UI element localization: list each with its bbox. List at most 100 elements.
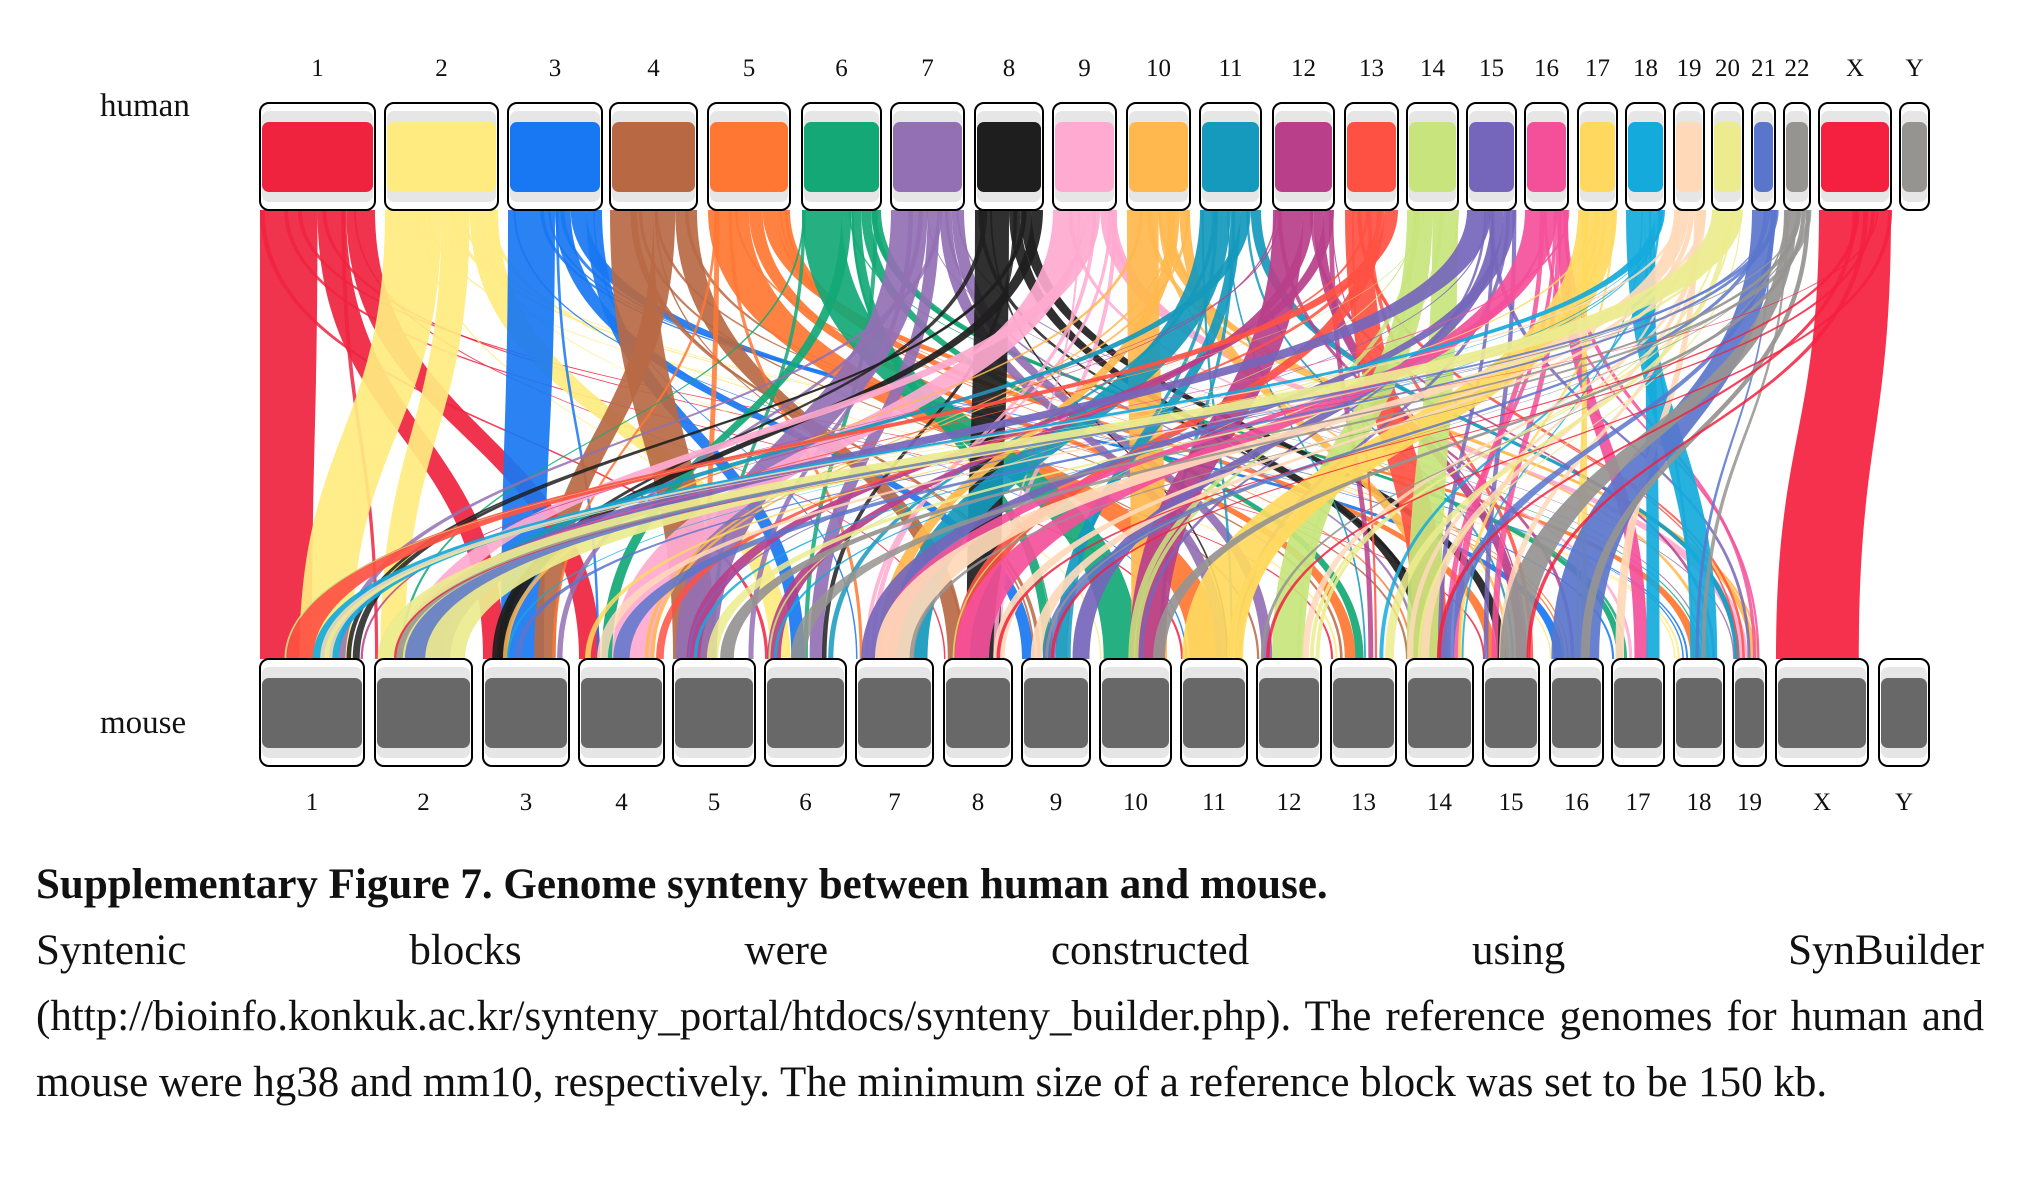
chromosome-5: 5 bbox=[672, 658, 756, 816]
chromosome-fill bbox=[1129, 122, 1188, 192]
chromosome-label: 18 bbox=[1687, 789, 1712, 816]
chromosome-label: 14 bbox=[1427, 789, 1453, 816]
chromosome-label: 10 bbox=[1146, 55, 1171, 82]
synteny-ribbon bbox=[534, 210, 676, 659]
synteny-ribbon bbox=[1182, 210, 1617, 659]
human-genome-label: human bbox=[100, 88, 190, 124]
chromosome-label: 15 bbox=[1479, 55, 1504, 82]
chromosome-17: 17 bbox=[1577, 55, 1618, 211]
chromosome-fill bbox=[1614, 678, 1662, 748]
chromosome-fill bbox=[1881, 678, 1927, 748]
synteny-ribbon bbox=[1139, 210, 1487, 659]
synteny-ribbon bbox=[552, 210, 718, 659]
synteny-ribbon bbox=[597, 210, 1707, 659]
synteny-ribbon bbox=[909, 210, 1801, 659]
synteny-ribbon bbox=[650, 210, 1190, 659]
synteny-ribbon bbox=[1045, 210, 1791, 659]
chromosome-6: 6 bbox=[764, 658, 847, 816]
chromosome-X: X bbox=[1775, 658, 1869, 816]
synteny-ribbon bbox=[990, 210, 1229, 659]
chromosome-label: 10 bbox=[1123, 789, 1148, 816]
synteny-ribbon bbox=[748, 210, 913, 659]
chromosome-10: 10 bbox=[1099, 658, 1172, 816]
chromosome-fill bbox=[1409, 122, 1456, 192]
chromosome-fill bbox=[858, 678, 931, 748]
chromosome-fill bbox=[1333, 678, 1394, 748]
chromosome-fill bbox=[1469, 122, 1514, 192]
chromosome-12: 12 bbox=[1256, 658, 1322, 816]
chromosome-8: 8 bbox=[974, 55, 1044, 211]
synteny-ribbon bbox=[644, 210, 1176, 659]
chromosome-label: 1 bbox=[306, 789, 319, 816]
chromosome-fill bbox=[387, 122, 496, 192]
synteny-ribbon bbox=[1453, 210, 1545, 659]
chromosome-fill bbox=[1347, 122, 1396, 192]
chromosome-fill bbox=[1102, 678, 1169, 748]
synteny-ribbon bbox=[489, 210, 1338, 659]
chromosome-1: 1 bbox=[259, 55, 376, 211]
synteny-ribbon bbox=[945, 210, 1418, 659]
synteny-ribbon bbox=[469, 210, 791, 659]
chromosome-label: 15 bbox=[1499, 789, 1524, 816]
synteny-ribbon bbox=[1488, 210, 1751, 659]
synteny-ribbon bbox=[767, 210, 1314, 659]
chromosome-fill bbox=[612, 122, 695, 192]
chromosome-fill bbox=[262, 678, 362, 748]
chromosome-label: 12 bbox=[1291, 55, 1316, 82]
chromosome-19: 19 bbox=[1673, 55, 1705, 211]
synteny-ribbon bbox=[1153, 210, 1806, 659]
synteny-ribbon bbox=[1309, 210, 1716, 659]
synteny-ribbon bbox=[1315, 210, 1722, 659]
chromosome-9: 9 bbox=[1052, 55, 1117, 211]
synteny-ribbon bbox=[555, 210, 600, 659]
synteny-ribbon bbox=[1272, 210, 1433, 659]
chromosome-7: 7 bbox=[890, 55, 965, 211]
chromosome-fill bbox=[977, 122, 1041, 192]
chromosome-fill bbox=[804, 122, 879, 192]
chromosome-fill bbox=[893, 122, 962, 192]
chromosome-1: 1 bbox=[259, 658, 365, 816]
chromosome-fill bbox=[377, 678, 470, 748]
chromosome-label: 13 bbox=[1351, 789, 1376, 816]
synteny-ribbon bbox=[1266, 210, 1893, 659]
synteny-ribbon bbox=[1357, 210, 1745, 659]
synteny-ribbon bbox=[395, 210, 1799, 659]
chromosome-label: 21 bbox=[1751, 55, 1776, 82]
chromosome-label: 11 bbox=[1202, 789, 1226, 816]
synteny-ribbon bbox=[874, 210, 1689, 659]
synteny-ribbon bbox=[861, 210, 1516, 659]
chromosome-fill bbox=[1183, 678, 1245, 748]
mouse-genome-label: mouse bbox=[100, 705, 187, 741]
synteny-ribbon bbox=[346, 210, 1027, 659]
synteny-ribbon bbox=[955, 210, 1547, 659]
synteny-ribbon bbox=[586, 210, 805, 659]
chromosome-4: 4 bbox=[578, 658, 665, 816]
chromosome-label: 4 bbox=[647, 55, 660, 82]
chromosome-fill bbox=[1024, 678, 1088, 748]
synteny-ribbon bbox=[952, 210, 1459, 659]
synteny-ribbon bbox=[496, 210, 988, 659]
synteny-ribbon bbox=[1309, 210, 1733, 659]
chromosome-label: 20 bbox=[1715, 55, 1740, 82]
chromosome-fill bbox=[581, 678, 662, 748]
chromosome-fill bbox=[262, 122, 373, 192]
chromosome-label: Y bbox=[1895, 789, 1913, 816]
chromosome-14: 14 bbox=[1406, 55, 1459, 211]
synteny-ribbon bbox=[656, 210, 1382, 659]
synteny-ribbon bbox=[1146, 210, 1760, 659]
chromosome-label: 14 bbox=[1420, 55, 1446, 82]
chromosome-label: 22 bbox=[1785, 55, 1810, 82]
synteny-ribbon bbox=[773, 210, 1662, 659]
synteny-ribbon bbox=[400, 210, 805, 659]
chromosome-label: 6 bbox=[835, 55, 848, 82]
chromosome-label: X bbox=[1813, 789, 1831, 816]
synteny-ribbon bbox=[1526, 210, 1869, 659]
chromosome-label: 6 bbox=[799, 789, 812, 816]
chromosome-9: 9 bbox=[1021, 658, 1091, 816]
synteny-ribbon bbox=[297, 210, 1485, 659]
chromosome-fill bbox=[485, 678, 567, 748]
chromosome-label: 3 bbox=[549, 55, 562, 82]
chromosome-fill bbox=[1786, 122, 1808, 192]
synteny-ribbon bbox=[693, 210, 1663, 659]
